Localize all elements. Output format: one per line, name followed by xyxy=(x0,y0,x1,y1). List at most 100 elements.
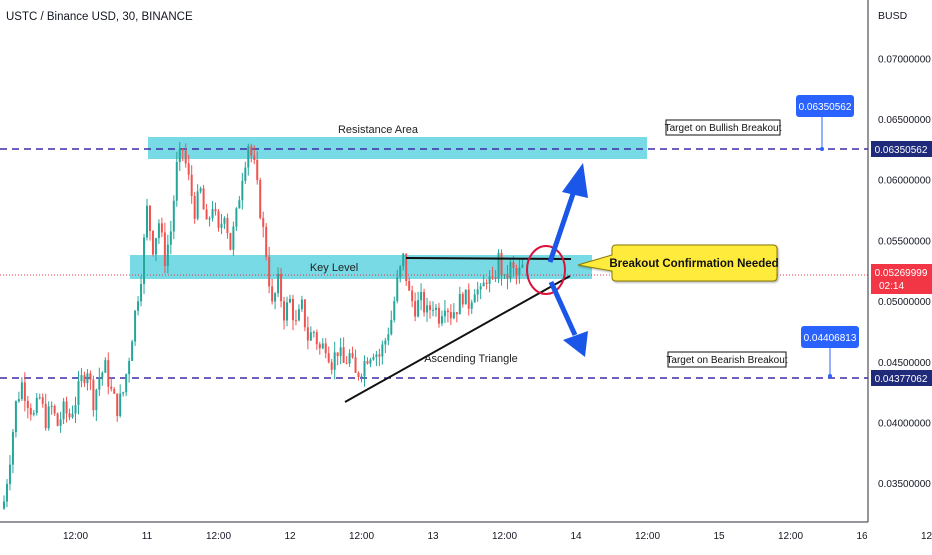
candle-body xyxy=(77,381,80,406)
candle-body xyxy=(336,352,339,357)
resistance-area-label: Resistance Area xyxy=(338,124,419,136)
candle-body xyxy=(396,277,399,302)
candle-body xyxy=(384,340,387,345)
candle-body xyxy=(283,301,286,321)
candle-body xyxy=(369,359,372,364)
candle-body xyxy=(110,386,113,389)
candle-body xyxy=(80,375,83,382)
candle-body xyxy=(157,223,160,239)
candle-body xyxy=(143,237,146,284)
candle-body xyxy=(44,403,47,429)
candle-body xyxy=(291,298,294,321)
candle-body xyxy=(146,205,148,238)
time-tick-label: 12:00 xyxy=(921,531,932,542)
bearish-level-badge[interactable] xyxy=(871,370,932,386)
candle-body xyxy=(220,223,223,228)
candle-body xyxy=(223,218,226,224)
bullish-price-tag[interactable] xyxy=(796,95,854,117)
candle-body xyxy=(277,273,280,294)
candle-body xyxy=(241,180,244,201)
candle-body xyxy=(467,289,470,309)
candle-body xyxy=(83,375,86,384)
time-axis-panel[interactable] xyxy=(0,522,932,550)
candlestick-series xyxy=(3,141,524,510)
last-price-badge[interactable] xyxy=(871,264,932,294)
candle-body xyxy=(461,293,464,305)
candle-body xyxy=(268,256,271,287)
candle-body xyxy=(38,397,41,399)
candle-body xyxy=(196,191,199,219)
triangle-resistance-line[interactable] xyxy=(405,257,572,260)
price-axis-panel[interactable] xyxy=(868,0,932,522)
candle-body xyxy=(101,372,104,378)
candle-body xyxy=(482,282,485,287)
candle-body xyxy=(297,309,300,321)
candle-body xyxy=(148,205,151,231)
candle-body xyxy=(32,413,35,415)
time-tick-label: 12:00 xyxy=(492,531,517,542)
price-tick-label: 0.04500000 xyxy=(878,358,931,369)
bullish-target-note-text: Target on Bullish Breakout xyxy=(665,123,782,134)
candle-body xyxy=(342,347,345,363)
candle-body xyxy=(89,373,92,380)
key-level-label: Key Level xyxy=(310,262,358,274)
price-axis-currency: BUSD xyxy=(878,10,908,22)
candle-body xyxy=(175,161,178,201)
candle-body xyxy=(491,276,494,278)
candle-body xyxy=(20,382,23,400)
candle-body xyxy=(393,301,396,321)
bullish-level-badge[interactable] xyxy=(871,141,932,157)
breakout-circle[interactable] xyxy=(526,245,566,295)
candle-body xyxy=(417,300,420,317)
bearish-arrow[interactable] xyxy=(548,280,588,357)
candle-body xyxy=(181,148,184,151)
candle-body xyxy=(151,230,154,255)
candle-body xyxy=(53,405,56,414)
candle-body xyxy=(414,301,417,317)
resistance-area-zone[interactable] xyxy=(148,137,647,159)
candle-body xyxy=(503,274,506,276)
candle-body xyxy=(178,148,181,162)
bullish-target-note[interactable] xyxy=(665,119,781,136)
price-tick-label: 0.03500000 xyxy=(878,479,931,490)
bullish-arrow[interactable] xyxy=(547,163,588,263)
candle-body xyxy=(229,233,232,250)
candle-body xyxy=(408,280,411,291)
candle-body xyxy=(5,483,8,502)
candle-body xyxy=(289,298,291,303)
candle-body xyxy=(50,405,53,407)
candle-body xyxy=(488,276,491,284)
candle-body xyxy=(250,146,253,156)
price-axis-ticks: 0.07000000 0.06500000 0.06000000 0.05500000… xyxy=(878,54,931,490)
candle-body xyxy=(169,231,172,245)
candle-body xyxy=(485,282,488,284)
candle-body xyxy=(125,374,128,393)
candle-body xyxy=(271,286,274,302)
candle-body xyxy=(429,305,432,311)
time-tick-label: 12:00 xyxy=(206,531,231,542)
candle-body xyxy=(360,376,363,378)
time-tick-label: 12:00 xyxy=(63,531,88,542)
bearish-target-note[interactable] xyxy=(667,351,787,368)
candle-body xyxy=(300,299,303,310)
price-tick-label: 0.05500000 xyxy=(878,236,931,247)
candle-body xyxy=(3,501,5,509)
candle-body xyxy=(205,209,208,220)
bearish-price-tag[interactable] xyxy=(801,326,859,348)
candle-body xyxy=(321,343,324,349)
last-price-badge-text: 0.05269999 xyxy=(875,268,928,279)
candle-body xyxy=(476,289,479,295)
candle-body xyxy=(437,307,440,324)
candle-body xyxy=(68,413,71,418)
candle-body xyxy=(74,405,77,414)
candle-body xyxy=(449,312,452,319)
candle-body xyxy=(119,393,122,417)
triangle-support-line[interactable] xyxy=(344,275,571,403)
candle-body xyxy=(381,344,384,357)
breakout-callout-text: Breakout Confirmation Needed xyxy=(609,258,778,270)
breakout-callout[interactable] xyxy=(577,244,778,282)
candle-body xyxy=(193,195,196,219)
candle-body xyxy=(455,312,458,315)
